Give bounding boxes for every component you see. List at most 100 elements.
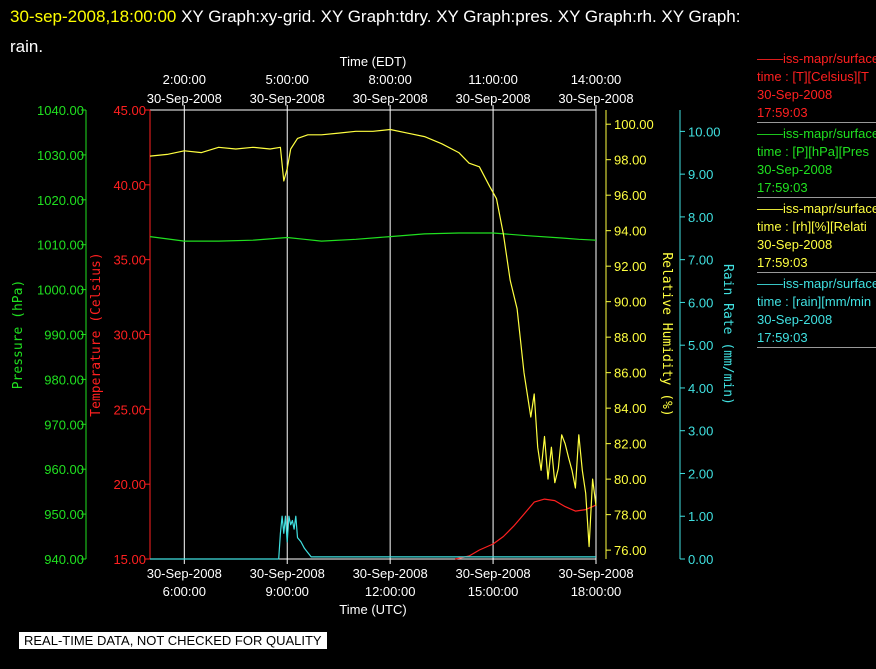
bottom-axis-tick-date: 30-Sep-2008 — [250, 566, 325, 581]
rh-axis-tick-label: 84.00 — [614, 401, 647, 416]
rain-axis-tick-label: 1.00 — [688, 509, 713, 524]
legend-series-time: 17:59:03 — [757, 180, 808, 195]
rh-axis-tick-label: 92.00 — [614, 259, 647, 274]
rain-axis-tick-label: 8.00 — [688, 210, 713, 225]
bottom-axis-tick-date: 30-Sep-2008 — [455, 566, 530, 581]
top-axis-tick-label: 2:00:00 — [163, 72, 206, 87]
pressure-axis-tick-label: 1010.00 — [37, 238, 84, 253]
legend-series-date: 30-Sep-2008 — [757, 312, 833, 327]
rh-axis-tick-label: 96.00 — [614, 188, 647, 203]
rh-axis-tick-label: 100.00 — [614, 117, 654, 132]
legend-series-desc: time : [rain][mm/min — [757, 294, 872, 309]
rh-axis-tick-label: 86.00 — [614, 366, 647, 381]
temperature-axis-tick-label: 45.00 — [113, 103, 146, 118]
rh-axis-tick-label: 98.00 — [614, 153, 647, 168]
legend-series-desc: time : [rh][%][Relati — [757, 219, 867, 234]
rain-axis-tick-label: 7.00 — [688, 253, 713, 268]
pressure-axis-tick-label: 980.00 — [44, 372, 84, 387]
header-last-line: rain. — [10, 37, 44, 56]
temperature-axis-tick-label: 20.00 — [113, 477, 146, 492]
top-axis-tick-label: 14:00:00 — [571, 72, 622, 87]
legend-series-time: 17:59:03 — [757, 105, 808, 120]
series-line-rain — [150, 515, 596, 560]
bottom-axis-title: Time (UTC) — [339, 602, 406, 617]
pressure-axis-tick-label: 950.00 — [44, 507, 84, 522]
rh-axis-title: Relative Humidity (%) — [659, 252, 674, 416]
series-line-temperature — [455, 498, 597, 560]
rain-axis-tick-label: 4.00 — [688, 381, 713, 396]
bottom-axis-tick-date: 30-Sep-2008 — [353, 566, 428, 581]
bottom-axis-tick-date: 30-Sep-2008 — [147, 566, 222, 581]
legend-entry-humidity: ——iss-mapr/surface time : [rh][%][Relati… — [757, 200, 876, 273]
top-axis-tick-date: 30-Sep-2008 — [353, 91, 428, 106]
header-timestamp: 30-sep-2008,18:00:00 — [10, 7, 177, 26]
rain-axis-tick-label: 0.00 — [688, 552, 713, 567]
rain-axis-tick-label: 10.00 — [688, 124, 721, 139]
series-line-rh — [149, 128, 597, 548]
rain-axis-tick-label: 3.00 — [688, 424, 713, 439]
legend-series-name: ——iss-mapr/surface — [757, 126, 876, 141]
pressure-axis-tick-label: 1030.00 — [37, 148, 84, 163]
legend-entry-rain: ——iss-mapr/surface time : [rain][mm/min … — [757, 275, 876, 348]
top-axis-tick-date: 30-Sep-2008 — [147, 91, 222, 106]
pressure-axis-tick-label: 1020.00 — [37, 193, 84, 208]
legend: ——iss-mapr/surface time : [T][Celsius][T… — [757, 50, 876, 350]
rh-axis-tick-label: 78.00 — [614, 508, 647, 523]
top-axis-tick-date: 30-Sep-2008 — [558, 91, 633, 106]
plot-frame — [149, 109, 597, 560]
header-graph-list: XY Graph:xy-grid. XY Graph:tdry. XY Grap… — [181, 7, 741, 26]
rh-axis-tick-label: 90.00 — [614, 295, 647, 310]
rh-axis-tick-label: 94.00 — [614, 224, 647, 239]
temperature-axis-title: Temperature (Celsius) — [89, 252, 104, 416]
pressure-axis-tick-label: 990.00 — [44, 328, 84, 343]
legend-series-time: 17:59:03 — [757, 255, 808, 270]
top-axis-tick-label: 5:00:00 — [266, 72, 309, 87]
rain-axis-tick-label: 9.00 — [688, 167, 713, 182]
bottom-axis-tick-label: 6:00:00 — [163, 584, 206, 599]
legend-entry-pressure: ——iss-mapr/surface time : [P][hPa][Pres … — [757, 125, 876, 198]
rain-axis-tick-label: 5.00 — [688, 338, 713, 353]
top-axis-title: Time (EDT) — [340, 54, 407, 69]
series-line-pressure — [149, 232, 597, 242]
legend-series-name: ——iss-mapr/surface — [757, 51, 876, 66]
rain-axis-title: Rain Rate (mm/min) — [720, 264, 735, 405]
rain-axis-tick-label: 6.00 — [688, 295, 713, 310]
top-axis-tick-date: 30-Sep-2008 — [455, 91, 530, 106]
bottom-axis-tick-label: 18:00:00 — [571, 584, 622, 599]
bottom-axis-tick-label: 15:00:00 — [468, 584, 519, 599]
bottom-axis-tick-label: 9:00:00 — [266, 584, 309, 599]
temperature-axis-tick-label: 15.00 — [113, 552, 146, 567]
rh-axis-tick-label: 76.00 — [614, 543, 647, 558]
rain-axis-tick-label: 2.00 — [688, 466, 713, 481]
temperature-axis-tick-label: 30.00 — [113, 328, 146, 343]
temperature-axis-tick-label: 25.00 — [113, 402, 146, 417]
pressure-axis-tick-label: 970.00 — [44, 417, 84, 432]
legend-series-date: 30-Sep-2008 — [757, 237, 833, 252]
rh-axis-tick-label: 82.00 — [614, 437, 647, 452]
legend-series-time: 17:59:03 — [757, 330, 808, 345]
bottom-axis-tick-date: 30-Sep-2008 — [558, 566, 633, 581]
bottom-axis-tick-label: 12:00:00 — [365, 584, 416, 599]
pressure-axis-tick-label: 960.00 — [44, 462, 84, 477]
pressure-axis-tick-label: 1040.00 — [37, 103, 84, 118]
legend-series-name: ——iss-mapr/surface — [757, 201, 876, 216]
top-axis-tick-label: 8:00:00 — [368, 72, 411, 87]
quality-disclaimer: REAL-TIME DATA, NOT CHECKED FOR QUALITY — [19, 632, 327, 649]
top-axis-tick-label: 11:00:00 — [468, 72, 518, 87]
legend-series-desc: time : [T][Celsius][T — [757, 69, 869, 84]
temperature-axis-tick-label: 35.00 — [113, 253, 146, 268]
pressure-axis-title: Pressure (hPa) — [11, 280, 26, 390]
rh-axis-tick-label: 80.00 — [614, 472, 647, 487]
graph-header: 30-sep-2008,18:00:00 XY Graph:xy-grid. X… — [10, 2, 870, 62]
legend-series-date: 30-Sep-2008 — [757, 87, 833, 102]
legend-series-name: ——iss-mapr/surface — [757, 276, 876, 291]
legend-series-date: 30-Sep-2008 — [757, 162, 833, 177]
top-axis-tick-date: 30-Sep-2008 — [250, 91, 325, 106]
legend-series-desc: time : [P][hPa][Pres — [757, 144, 869, 159]
legend-entry-temperature: ——iss-mapr/surface time : [T][Celsius][T… — [757, 50, 876, 123]
rh-axis-tick-label: 88.00 — [614, 330, 647, 345]
pressure-axis-tick-label: 940.00 — [44, 552, 84, 567]
temperature-axis-tick-label: 40.00 — [113, 178, 146, 193]
pressure-axis-tick-label: 1000.00 — [37, 283, 84, 298]
